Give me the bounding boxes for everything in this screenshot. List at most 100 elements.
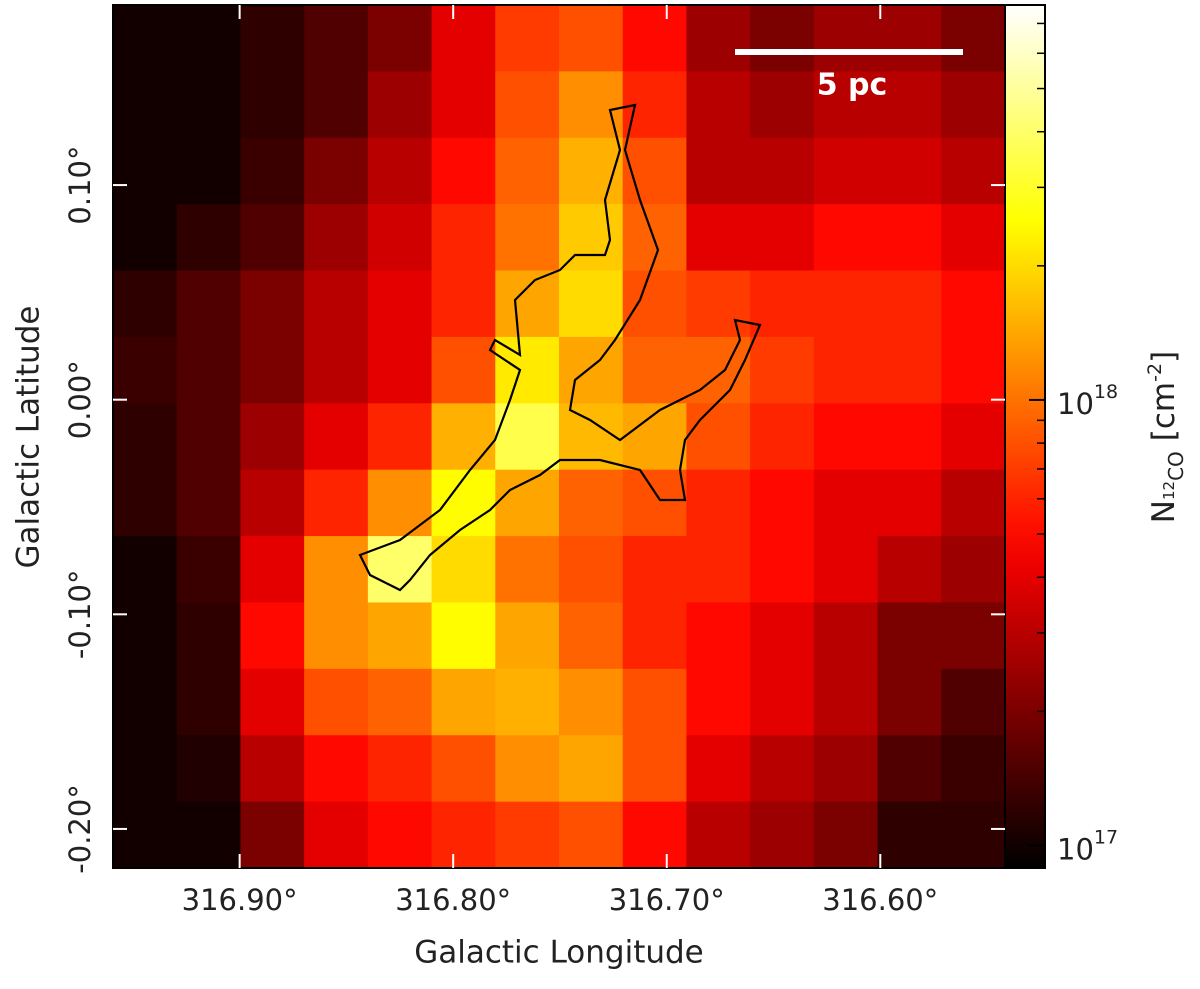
cell — [686, 270, 751, 338]
colorbar — [1004, 4, 1046, 869]
cell — [304, 668, 369, 736]
cell — [240, 801, 305, 869]
cell — [941, 137, 1006, 205]
cb-isotope: 12 — [1160, 481, 1178, 500]
cell — [750, 403, 815, 471]
cb-tick-base: 10 — [1057, 387, 1094, 421]
cell — [113, 602, 178, 670]
cell — [113, 403, 178, 471]
y-axis-label: Galactic Latitude — [11, 306, 47, 569]
cell — [686, 536, 751, 603]
cell — [750, 536, 815, 603]
cell — [367, 5, 433, 72]
cell — [495, 801, 560, 869]
cell — [176, 602, 241, 670]
cell — [431, 668, 496, 736]
cell — [113, 71, 178, 139]
cell — [495, 5, 560, 72]
cell — [941, 801, 1006, 869]
x-axis-label: Galactic Longitude — [414, 935, 704, 971]
cell — [941, 536, 1006, 603]
cell — [176, 204, 241, 272]
cell — [877, 735, 942, 803]
cell — [495, 336, 560, 404]
cell — [431, 403, 496, 471]
cell — [877, 668, 942, 736]
cell — [559, 536, 624, 603]
cell — [304, 801, 369, 869]
cell — [176, 270, 241, 338]
cell — [941, 735, 1006, 803]
cell — [686, 602, 751, 670]
cell — [622, 536, 687, 603]
cell — [113, 735, 178, 803]
cell — [813, 336, 879, 404]
cell — [113, 469, 178, 537]
cell — [176, 668, 241, 736]
cell — [877, 801, 942, 869]
cell — [113, 336, 178, 404]
cell — [622, 602, 687, 670]
cell — [941, 270, 1006, 338]
cell — [559, 735, 624, 803]
cell — [813, 602, 879, 670]
cell — [877, 270, 942, 338]
cell — [941, 5, 1006, 72]
cell — [495, 469, 560, 537]
cell — [686, 735, 751, 803]
colorbar-tick-label: 1018 — [1057, 380, 1118, 421]
cell — [559, 668, 624, 736]
cell — [686, 403, 751, 471]
cell — [877, 204, 942, 272]
x-tick-label: 316.60° — [822, 883, 938, 917]
cell — [495, 270, 560, 338]
y-tick-label: -0.10° — [63, 570, 97, 660]
cell — [240, 602, 305, 670]
cell — [495, 536, 560, 603]
cell — [304, 270, 369, 338]
cell — [240, 536, 305, 603]
cell — [877, 469, 942, 537]
cell — [622, 801, 687, 869]
cell — [113, 270, 178, 338]
cell — [304, 71, 369, 139]
colorbar-tick-label: 1017 — [1057, 826, 1118, 867]
cell — [941, 204, 1006, 272]
cell — [750, 469, 815, 537]
cell — [176, 536, 241, 603]
cell — [495, 602, 560, 670]
colorbar-label: N12CO [cm-2] — [1144, 351, 1188, 523]
cell — [240, 735, 305, 803]
cb-tick-exp: 18 — [1094, 380, 1118, 402]
cell — [113, 536, 178, 603]
cell — [176, 336, 241, 404]
cell — [813, 5, 879, 72]
cell — [367, 336, 433, 404]
cell — [431, 735, 496, 803]
cell — [367, 735, 433, 803]
cell — [431, 801, 496, 869]
cell — [176, 5, 241, 72]
cell — [686, 5, 751, 72]
cell — [813, 536, 879, 603]
cell — [431, 71, 496, 139]
cell — [941, 403, 1006, 471]
cell — [367, 270, 433, 338]
cell — [431, 270, 496, 338]
cell — [367, 71, 433, 139]
cell — [367, 469, 433, 537]
cb-unit: [cm — [1146, 382, 1182, 441]
y-tick-label: -0.20° — [63, 784, 97, 874]
cell — [877, 71, 942, 139]
cell — [622, 735, 687, 803]
cell — [431, 137, 496, 205]
cell — [304, 469, 369, 537]
cell — [559, 71, 624, 139]
cell — [367, 801, 433, 869]
cell — [240, 270, 305, 338]
cell — [813, 469, 879, 537]
cell — [877, 602, 942, 670]
x-tick-label: 316.80° — [395, 883, 511, 917]
cell — [304, 204, 369, 272]
cell — [431, 536, 496, 603]
